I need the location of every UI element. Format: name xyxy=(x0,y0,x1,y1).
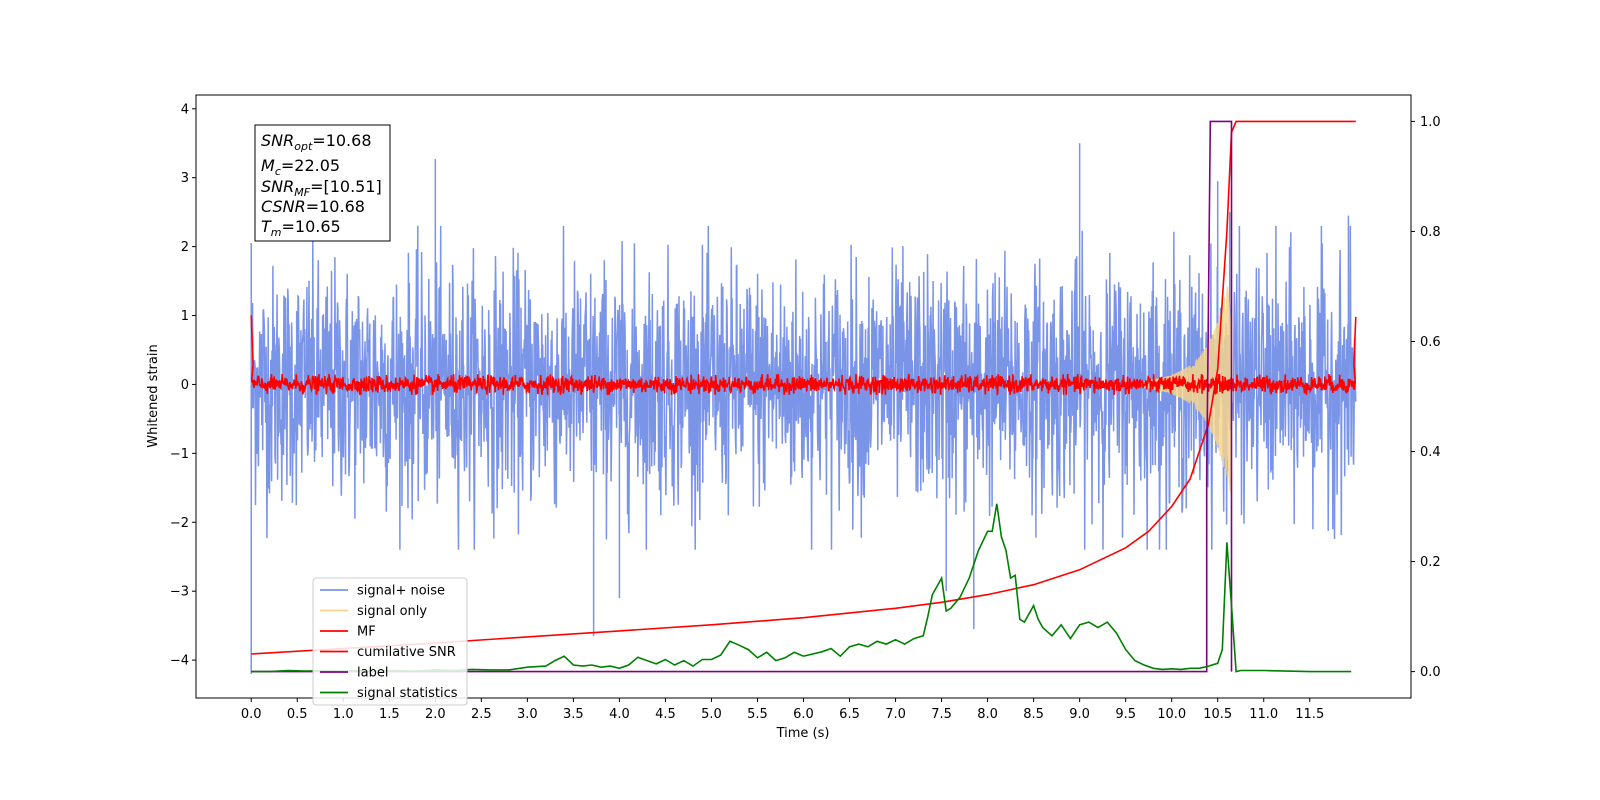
x-axis-label: Time (s) xyxy=(776,726,830,741)
x-tick-label: 0.0 xyxy=(241,707,262,722)
series-signal-statistics xyxy=(251,503,1352,673)
y-tick-label: 1 xyxy=(181,309,189,324)
y-tick-label: −1 xyxy=(170,447,189,462)
x-tick-label: 9.0 xyxy=(1069,707,1090,722)
y2-tick-label: 0.4 xyxy=(1420,445,1441,460)
y2-tick-label: 0.6 xyxy=(1420,335,1441,350)
info-box: SNRopt=10.68 Mc=22.05 SNRMF=[10.51] CSNR… xyxy=(254,124,391,242)
y-tick-label: −4 xyxy=(170,654,189,669)
x-tick-label: 7.0 xyxy=(885,707,906,722)
y-tick-label: 2 xyxy=(181,240,189,255)
legend: signal+ noise signal only MF cumilative SNR… xyxy=(312,577,468,706)
mc-text: Mc=22.05 xyxy=(261,156,340,178)
x-tick-label: 3.0 xyxy=(517,707,538,722)
y-tick-label: 0 xyxy=(181,378,189,393)
series-layer xyxy=(250,120,1357,674)
x-tick-label: 5.0 xyxy=(701,707,722,722)
series-mf xyxy=(250,315,1357,396)
y2-tick-label: 0.2 xyxy=(1420,555,1441,570)
legend-label-label: label xyxy=(357,666,388,681)
legend-frame xyxy=(312,577,468,706)
y-tick-label: 3 xyxy=(181,171,189,186)
x-tick-label: 3.5 xyxy=(563,707,584,722)
legend-label-signal-noise: signal+ noise xyxy=(357,584,445,599)
x-tick-label: 10.0 xyxy=(1157,707,1186,722)
y-tick-label: −3 xyxy=(170,585,189,600)
x-tick-label: 7.5 xyxy=(931,707,952,722)
x-tick-label: 4.0 xyxy=(609,707,630,722)
y-axis-label: Whitened strain xyxy=(146,344,161,447)
x-tick-label: 2.0 xyxy=(425,707,446,722)
tm-text: Tm=10.65 xyxy=(261,217,341,239)
y-tick-label: 4 xyxy=(181,102,189,117)
x-tick-label: 9.5 xyxy=(1115,707,1136,722)
x-tick-label: 11.0 xyxy=(1249,707,1278,722)
x-tick-label: 11.5 xyxy=(1295,707,1324,722)
snr-mf-text: SNRMF=[10.51] xyxy=(261,177,382,199)
x-tick-label: 4.5 xyxy=(655,707,676,722)
x-tick-label: 0.5 xyxy=(287,707,308,722)
legend-label-cumilative-snr: cumilative SNR xyxy=(357,645,456,660)
y-tick-label: −2 xyxy=(170,516,189,531)
x-tick-label: 6.0 xyxy=(793,707,814,722)
legend-label-mf: MF xyxy=(357,625,376,640)
series-label xyxy=(251,120,1233,673)
legend-label-signal-statistics: signal statistics xyxy=(357,686,458,701)
x-tick-label: 6.5 xyxy=(839,707,860,722)
x-tick-label: 2.5 xyxy=(471,707,492,722)
snr-opt-text: SNRopt=10.68 xyxy=(261,131,372,153)
x-tick-label: 10.5 xyxy=(1203,707,1232,722)
x-tick-label: 8.0 xyxy=(977,707,998,722)
csnr-text: CSNR=10.68 xyxy=(261,197,365,216)
y2-tick-label: 1.0 xyxy=(1420,115,1441,130)
x-tick-label: 1.0 xyxy=(333,707,354,722)
y2-tick-label: 0.0 xyxy=(1420,665,1441,680)
x-tick-label: 1.5 xyxy=(379,707,400,722)
y2-tick-label: 0.8 xyxy=(1420,225,1441,240)
legend-label-signal-only: signal only xyxy=(357,604,427,619)
ticks-layer: 0.0 0.5 1.0 1.5 2.0 2.5 3.0 3.5 4.0 4.5 5.0 5.5 6.0 6… xyxy=(170,102,1441,722)
x-tick-label: 8.5 xyxy=(1023,707,1044,722)
x-tick-label: 5.5 xyxy=(747,707,768,722)
